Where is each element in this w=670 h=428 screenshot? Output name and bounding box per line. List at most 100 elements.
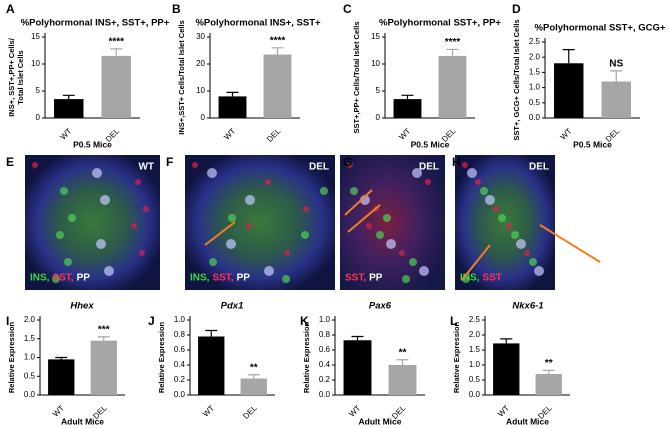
significance: **	[250, 362, 258, 373]
bar	[493, 343, 520, 395]
y-tick-label: 15	[31, 32, 40, 41]
micrograph	[25, 155, 160, 290]
bar	[54, 99, 84, 118]
y-axis-label: Relative Expression	[302, 321, 311, 393]
cell-signal	[68, 214, 76, 222]
y-tick-label: 0.5	[24, 371, 36, 380]
image-label: WT	[138, 162, 154, 173]
panel-letter: I	[6, 314, 9, 328]
y-tick-label: 2.0	[24, 315, 36, 324]
y-tick-label: 2.5	[469, 315, 481, 324]
bar	[198, 336, 225, 395]
cell-signal	[64, 258, 72, 266]
y-tick-label: 5	[376, 86, 381, 95]
x-tick-label: WT	[558, 126, 573, 141]
bar	[601, 81, 631, 118]
y-tick-label: 10	[196, 86, 205, 95]
y-tick-label: 30	[196, 32, 205, 41]
stain-label: SST,	[345, 273, 366, 284]
bar	[535, 374, 562, 395]
x-tick-label: DEL	[241, 403, 259, 421]
panel-letter: A	[6, 2, 15, 16]
cell-signal	[412, 168, 422, 178]
cell-signal	[419, 266, 429, 276]
stain-label: SST,	[52, 273, 73, 284]
y-tick-label: 20	[196, 59, 205, 68]
bar-chart: D %Polyhormonal SST+, GCG+ 0.0 0.5 1.0 1.5 2.0…	[512, 2, 666, 149]
y-axis-label: SST+,PP+ Cells/Total Islet Cells	[352, 22, 361, 134]
y-axis-label: Relative Expression	[452, 321, 461, 393]
error-bar	[247, 374, 260, 379]
error-bar	[97, 336, 110, 341]
significance: ****	[108, 37, 124, 48]
panel-letter: F	[166, 155, 173, 169]
y-tick-label: 2.0	[529, 52, 541, 61]
panel-letter: H	[452, 155, 461, 169]
cell-signal	[52, 275, 60, 283]
arrow	[461, 244, 491, 281]
error-bar	[226, 91, 239, 97]
chart-title: Hhex	[70, 301, 94, 312]
panel-letter: E	[6, 155, 14, 169]
bar	[218, 96, 247, 118]
error-bar	[610, 70, 623, 82]
cell-signal	[350, 187, 358, 195]
panel-letter: L	[450, 314, 457, 328]
y-tick-label: 1.5	[24, 334, 36, 343]
cell-signal	[207, 168, 217, 178]
cell-signal	[228, 214, 236, 222]
y-axis-label: SST+, GCG+ Cells/Total Islet Cells	[512, 19, 521, 140]
x-tick-label: WT	[222, 126, 237, 141]
panel-letter: B	[172, 2, 181, 16]
cell-signal	[96, 239, 106, 249]
micrograph	[185, 155, 335, 290]
cell-signal	[493, 206, 499, 212]
error-bar	[351, 335, 364, 341]
significance: **	[399, 347, 407, 358]
y-tick-label: 5	[36, 86, 41, 95]
y-tick-label: 0.0	[319, 390, 331, 399]
y-axis-label: Relative Expression	[7, 321, 16, 393]
cell-signal	[143, 206, 149, 212]
error-bar	[542, 369, 555, 374]
cell-signal	[60, 187, 68, 195]
charts: A %Polyhormonal INS+, SST+, PP+ 0 5 10 15 INS+…	[6, 2, 666, 426]
bar-chart: C %Polyhormonal SST+, PP+ 0 5 10 15 SST+,PP+ C…	[343, 2, 501, 149]
cell-signal	[467, 168, 477, 178]
cell-signal	[131, 223, 137, 229]
y-tick-label: 0.0	[174, 390, 186, 399]
stain-label: INS,	[460, 273, 480, 284]
bar	[554, 63, 584, 118]
stain-label: INS,	[190, 273, 210, 284]
chart-title: %Polyhormonal INS+, SST+	[195, 18, 321, 29]
y-axis-label: INS+,SST+ Cells/Total Islet Cells	[177, 20, 186, 135]
cell-signal	[475, 179, 481, 185]
bar	[343, 340, 372, 395]
x-axis-label: Adult Mice	[359, 416, 402, 426]
significance: **	[545, 358, 553, 369]
panel-letter: G	[343, 155, 352, 169]
y-tick-label: 0.5	[529, 98, 541, 107]
chart-title: %Polyhormonal SST+, PP+	[379, 18, 501, 29]
cell-signal	[32, 162, 38, 168]
chart-title: Pax6	[369, 301, 392, 312]
cell-signal	[192, 162, 198, 168]
cell-signal	[303, 206, 309, 212]
y-tick-label: 0.0	[529, 113, 541, 122]
bar	[388, 365, 417, 395]
bar	[240, 378, 267, 395]
error-bar	[446, 48, 459, 56]
bar	[90, 340, 117, 395]
error-bar	[205, 329, 218, 337]
y-tick-label: 2.0	[469, 330, 481, 339]
cell-signal	[425, 179, 431, 185]
bar-chart: A %Polyhormonal INS+, SST+, PP+ 0 5 10 15 INS+…	[6, 2, 170, 149]
arrow	[539, 224, 601, 263]
image-label: DEL	[419, 162, 439, 173]
y-tick-label: 1.0	[174, 315, 186, 324]
cell-signal	[282, 275, 290, 283]
x-axis-label: Adult Mice	[506, 416, 549, 426]
